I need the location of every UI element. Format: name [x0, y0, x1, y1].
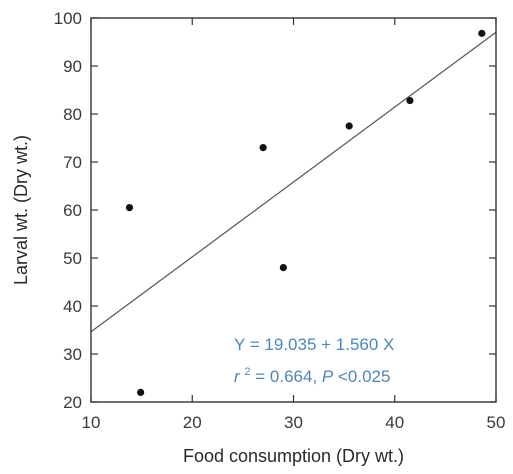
x-tick-label: 50: [487, 413, 506, 432]
x-tick-label: 30: [284, 413, 303, 432]
x-tick-label: 20: [183, 413, 202, 432]
regression-line: [90, 31, 497, 333]
p-value: <0.025: [338, 367, 390, 386]
x-tick-label: 10: [82, 413, 101, 432]
y-axis-label: Larval wt. (Dry wt.): [11, 135, 31, 285]
y-tick-label: 80: [63, 105, 82, 124]
regression-equation: Y = 19.035 + 1.560 X: [234, 335, 394, 354]
data-points: [125, 29, 486, 396]
y-tick-label: 20: [63, 393, 82, 412]
y-tick-label: 40: [63, 297, 82, 316]
regression-stats: r 2 = 0.664, P <0.025: [234, 360, 390, 386]
y-tick-label: 30: [63, 345, 82, 364]
data-point: [345, 122, 353, 130]
y-axis-ticks: 20 30 40 50 60 70 80 90 100: [54, 9, 496, 412]
data-point: [406, 96, 414, 105]
data-point: [259, 144, 267, 152]
x-axis-ticks: 10 20 30 40 50: [82, 18, 506, 432]
p-symbol: P: [322, 367, 334, 386]
x-tick-label: 40: [385, 413, 404, 432]
x-axis-label: Food consumption (Dry wt.): [183, 446, 404, 466]
r-exponent: 2: [244, 366, 250, 378]
r-symbol: r: [234, 367, 241, 386]
data-point: [125, 204, 134, 212]
y-tick-label: 50: [63, 249, 82, 268]
r-value: = 0.664,: [255, 367, 322, 386]
y-tick-label: 100: [54, 9, 82, 28]
data-point: [478, 29, 486, 37]
data-point: [279, 264, 287, 272]
plot-frame: [90, 17, 497, 403]
y-tick-label: 90: [63, 57, 82, 76]
y-tick-label: 70: [63, 153, 82, 172]
y-tick-label: 60: [63, 201, 82, 220]
data-point: [137, 388, 145, 396]
